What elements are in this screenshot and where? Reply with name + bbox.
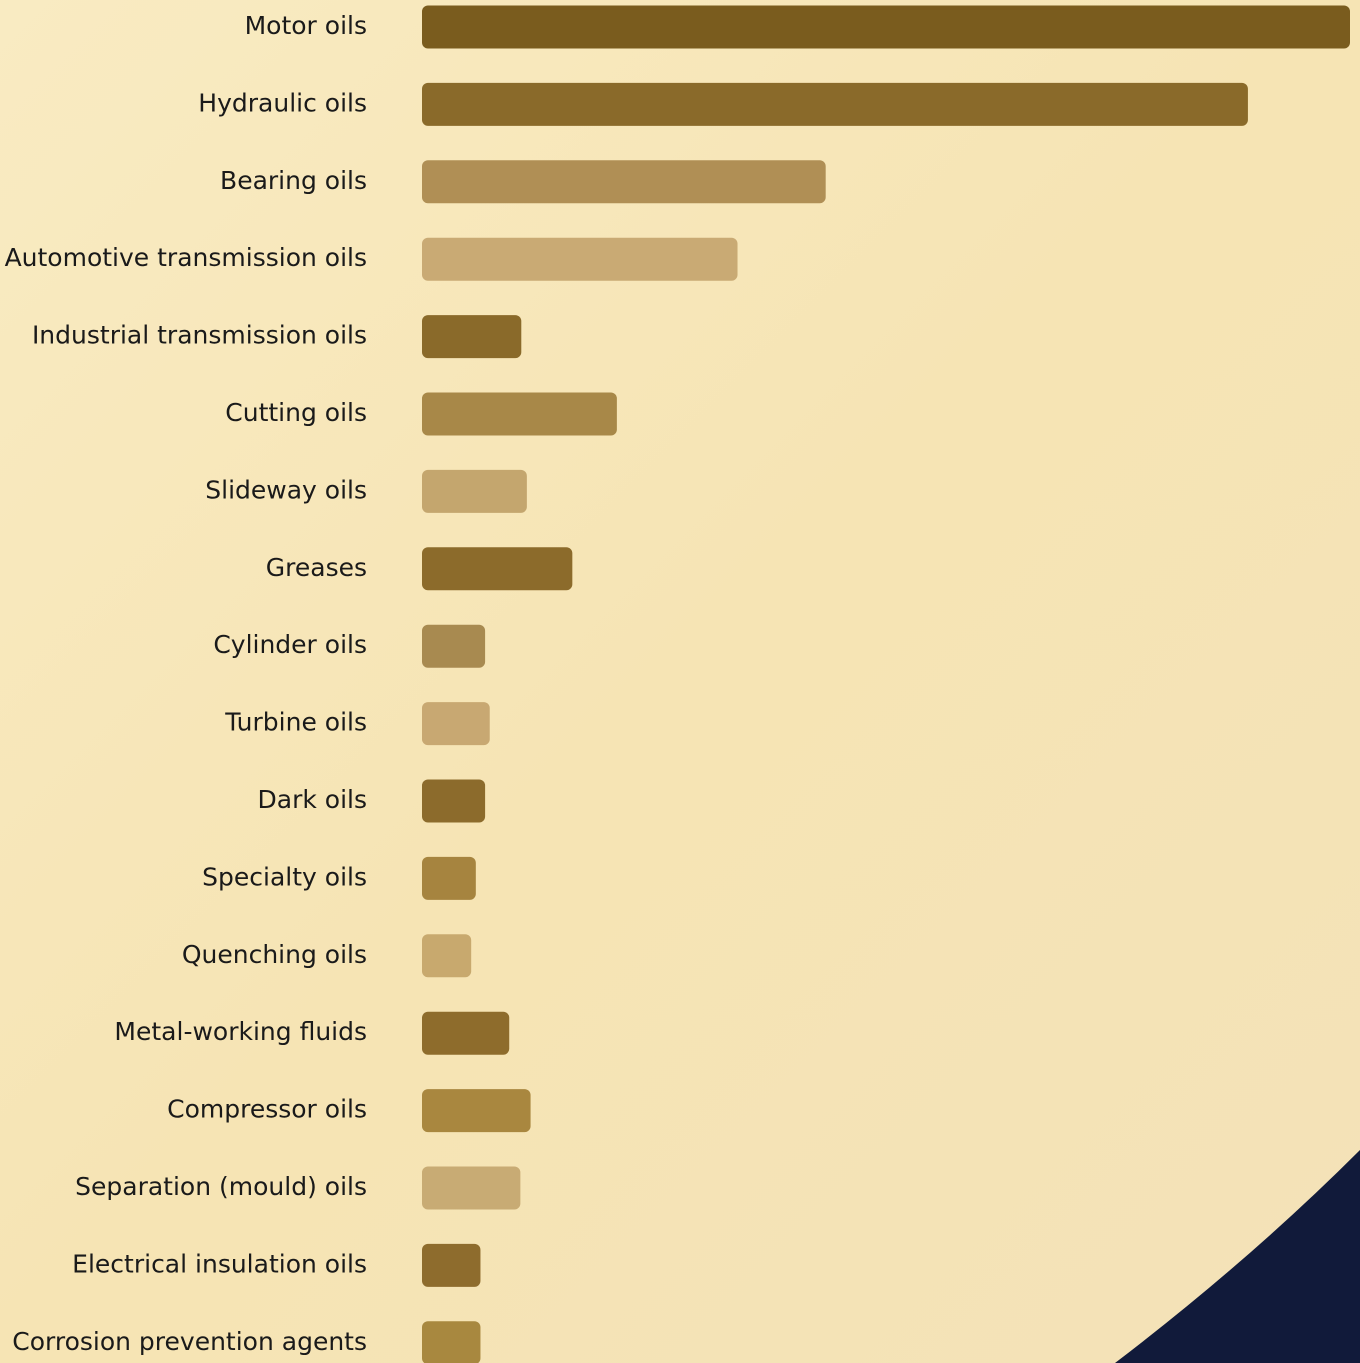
category-label: Industrial transmission oils [32,321,367,350]
bar [422,1321,481,1363]
bar [422,1089,531,1133]
category-label: Slideway oils [205,475,367,504]
bar [422,1243,481,1287]
category-label: Hydraulic oils [198,88,367,117]
category-label: Metal-working fluids [114,1017,367,1046]
category-label: Compressor oils [167,1095,367,1124]
bar [422,160,826,204]
category-label: Automotive transmission oils [5,243,367,272]
bar [422,1166,521,1210]
bar [422,5,1350,49]
bar [422,1011,510,1055]
bar [422,702,490,746]
bar [422,392,617,436]
category-label: Specialty oils [202,862,367,891]
bar [422,315,522,359]
bar [422,469,527,513]
bar [422,82,1248,126]
category-label: Motor oils [245,11,367,40]
corner-decoration [1115,1150,1360,1363]
category-label: Bearing oils [220,166,367,195]
category-label: Cylinder oils [213,630,367,659]
category-label: Turbine oils [224,708,367,737]
category-label: Electrical insulation oils [72,1249,367,1278]
category-label: Cutting oils [225,398,367,427]
bar [422,856,476,900]
bar [422,934,472,978]
bar [422,547,573,591]
category-label: Greases [266,553,367,582]
bar [422,237,738,281]
bar [422,624,486,668]
bar [422,779,486,823]
category-label: Corrosion prevention agents [12,1327,367,1356]
category-label: Dark oils [258,785,368,814]
category-label: Quenching oils [182,940,367,969]
category-label: Separation (mould) oils [75,1172,367,1201]
